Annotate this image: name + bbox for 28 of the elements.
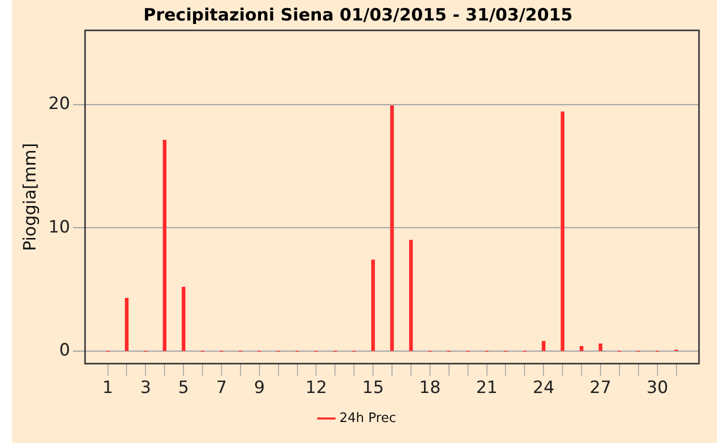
bar <box>598 344 602 351</box>
chart-title: Precipitazioni Siena 01/03/2015 - 31/03/2015 <box>143 6 573 26</box>
x-tick-label: 18 <box>419 378 441 398</box>
x-tick-label: 27 <box>590 378 612 398</box>
y-tick-label: 20 <box>48 94 70 114</box>
bar <box>542 341 546 351</box>
x-tick-label: 5 <box>178 378 189 398</box>
bar <box>580 346 584 351</box>
x-tick-label: 7 <box>216 378 227 398</box>
bar <box>124 298 129 351</box>
x-tick-label: 24 <box>532 378 554 398</box>
bar <box>162 140 166 351</box>
bar <box>182 286 186 351</box>
y-tick-label: 10 <box>48 217 70 238</box>
x-tick-label: 30 <box>646 378 668 398</box>
bar <box>409 240 413 351</box>
y-tick-label: 0 <box>59 340 70 361</box>
y-axis-title: Pioggia[mm] <box>20 142 41 252</box>
x-tick-label: 12 <box>305 378 328 398</box>
bar <box>390 105 394 351</box>
x-tick-label: 21 <box>476 378 498 398</box>
bar <box>560 112 564 351</box>
x-tick-label: 1 <box>102 378 114 398</box>
x-tick-label: 3 <box>140 378 152 398</box>
x-tick-label: 9 <box>254 378 265 398</box>
x-tick-label: 15 <box>362 378 384 398</box>
bar <box>371 260 375 351</box>
legend-label: 24h Prec <box>339 410 396 426</box>
